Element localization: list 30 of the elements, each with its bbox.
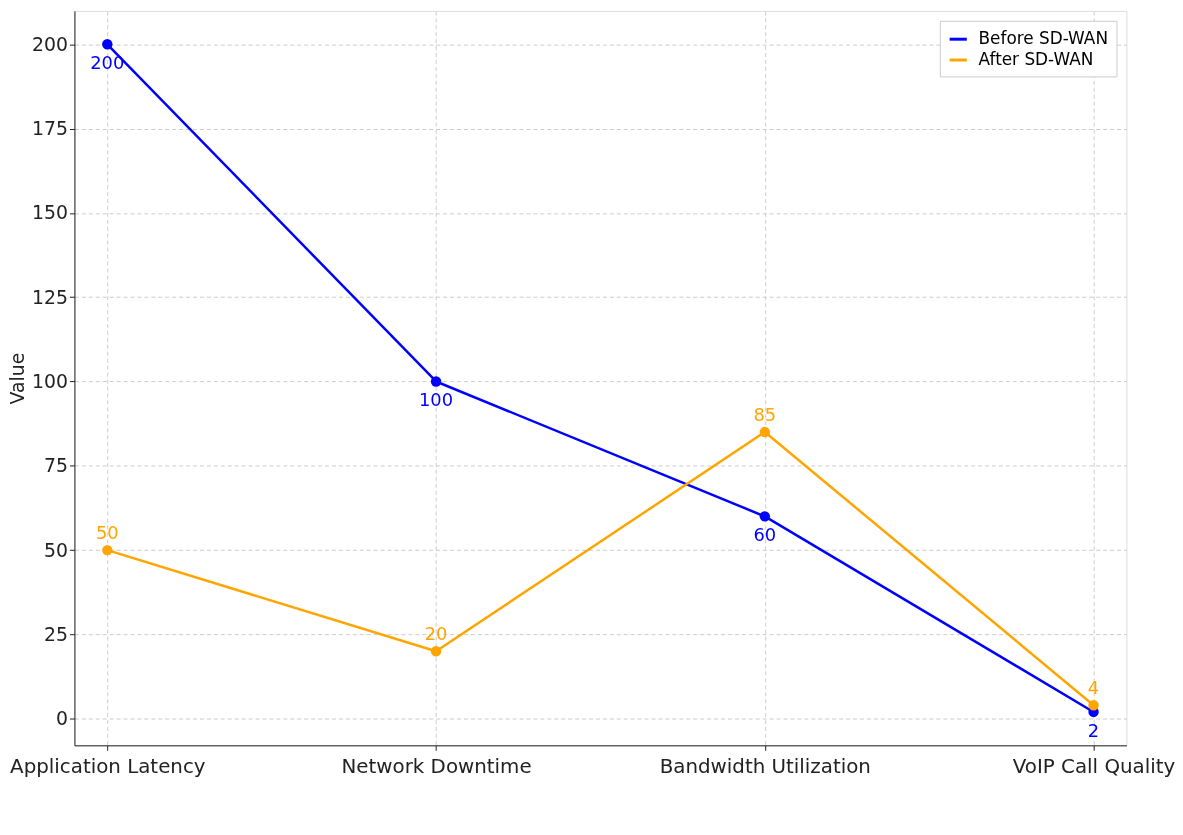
point [759, 426, 771, 438]
y-tick-label: 150 [32, 202, 68, 224]
point [102, 544, 113, 556]
point [1088, 700, 1099, 711]
data-label: 20 [424, 623, 448, 645]
y-axis-title: Value [7, 352, 29, 405]
data-label: 100 [419, 389, 454, 411]
data-label: 50 [95, 522, 119, 544]
x-tick-label: VoIP Call Quality [1012, 754, 1176, 778]
legend-label: Before SD-WAN [978, 28, 1109, 49]
point [430, 646, 442, 657]
y-tick-label: 25 [44, 623, 68, 645]
x-tick-label: Bandwidth Utilization [659, 754, 871, 778]
x-tick-label: Application Latency [10, 754, 206, 778]
data-label: 2 [1087, 719, 1100, 741]
y-tick-label: 125 [32, 286, 68, 308]
data-label: 4 [1087, 677, 1100, 699]
point [759, 511, 771, 522]
legend-label: After SD-WAN [978, 49, 1094, 69]
y-tick-label: 175 [32, 118, 68, 140]
y-tick-label: 100 [32, 370, 68, 392]
point [102, 39, 113, 50]
y-tick-label: 200 [32, 33, 68, 55]
y-tick-label: 50 [44, 539, 68, 561]
y-tick-label: 75 [44, 455, 68, 477]
data-label: 85 [753, 404, 777, 426]
point [430, 376, 442, 387]
data-label: 60 [753, 524, 777, 546]
x-tick-label: Network Downtime [341, 754, 532, 778]
y-tick-label: 0 [55, 708, 68, 730]
